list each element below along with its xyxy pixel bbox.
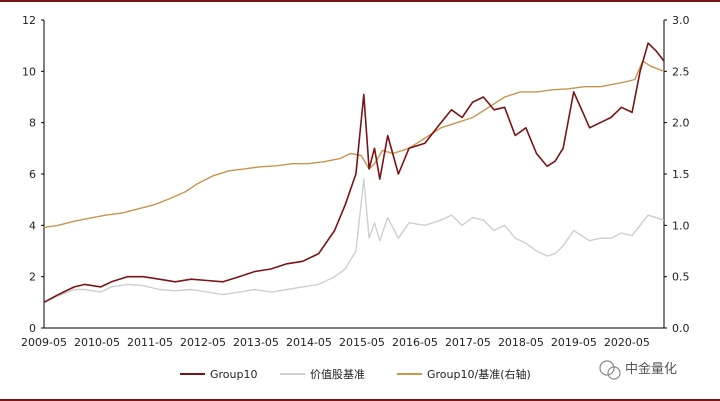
x-tick-label: 2019-05 xyxy=(551,336,597,349)
legend-label-value-benchmark: 价值股基准 xyxy=(310,368,365,381)
y-right-tick-label: 3.0 xyxy=(672,14,690,27)
y-right-tick-label: 0.0 xyxy=(672,322,690,335)
legend-label-group10: Group10 xyxy=(210,368,258,381)
series-line-0 xyxy=(43,42,665,304)
x-tick-label: 2009-05 xyxy=(21,336,67,349)
x-tick-label: 2017-05 xyxy=(445,336,491,349)
x-tick-labels: 2009-05 2010-05 2011-05 2012-05 2013-05 2014-… xyxy=(21,336,650,349)
y-right-tick-label: 2.5 xyxy=(672,65,690,78)
watermark-text: 中金量化 xyxy=(625,361,677,377)
y-right-tick-label: 1.5 xyxy=(672,168,690,181)
wechat-icon xyxy=(599,360,615,376)
x-tick-label: 2010-05 xyxy=(74,336,120,349)
series-lines xyxy=(43,42,665,304)
y-left-tick-label: 12 xyxy=(22,14,36,27)
x-tick-label: 2013-05 xyxy=(233,336,279,349)
x-tick-label: 2020-05 xyxy=(604,336,650,349)
y-left-tick-label: 2 xyxy=(29,271,36,284)
y-left-tick-label: 6 xyxy=(29,168,36,181)
y-left-tick-labels: 0 2 4 6 8 10 12 xyxy=(22,14,44,335)
series-line-2 xyxy=(43,60,665,229)
wechat-icon-bubble xyxy=(607,366,621,380)
y-right-tick-label: 2.0 xyxy=(672,117,690,130)
y-left-tick-label: 0 xyxy=(29,322,36,335)
x-tick-label: 2016-05 xyxy=(392,336,438,349)
x-tick-label: 2011-05 xyxy=(127,336,173,349)
y-right-tick-label: 1.0 xyxy=(672,219,690,232)
x-tick-label: 2015-05 xyxy=(339,336,385,349)
y-left-tick-label: 4 xyxy=(29,219,36,232)
y-right-tick-label: 0.5 xyxy=(672,271,690,284)
y-left-tick-label: 10 xyxy=(22,65,36,78)
x-tick-label: 2012-05 xyxy=(180,336,226,349)
y-right-tick-labels: 0.0 0.5 1.0 1.5 2.0 2.5 3.0 xyxy=(664,14,690,335)
x-tick-label: 2018-05 xyxy=(498,336,544,349)
x-tick-label: 2014-05 xyxy=(286,336,332,349)
legend-label-ratio: Group10/基准(右轴) xyxy=(427,367,531,381)
plot-frame xyxy=(43,20,665,329)
y-left-tick-label: 8 xyxy=(29,117,36,130)
series-line-1 xyxy=(43,178,665,303)
legend: Group10 价值股基准 Group10/基准(右轴) xyxy=(180,367,531,381)
watermark: 中金量化 xyxy=(599,360,677,380)
